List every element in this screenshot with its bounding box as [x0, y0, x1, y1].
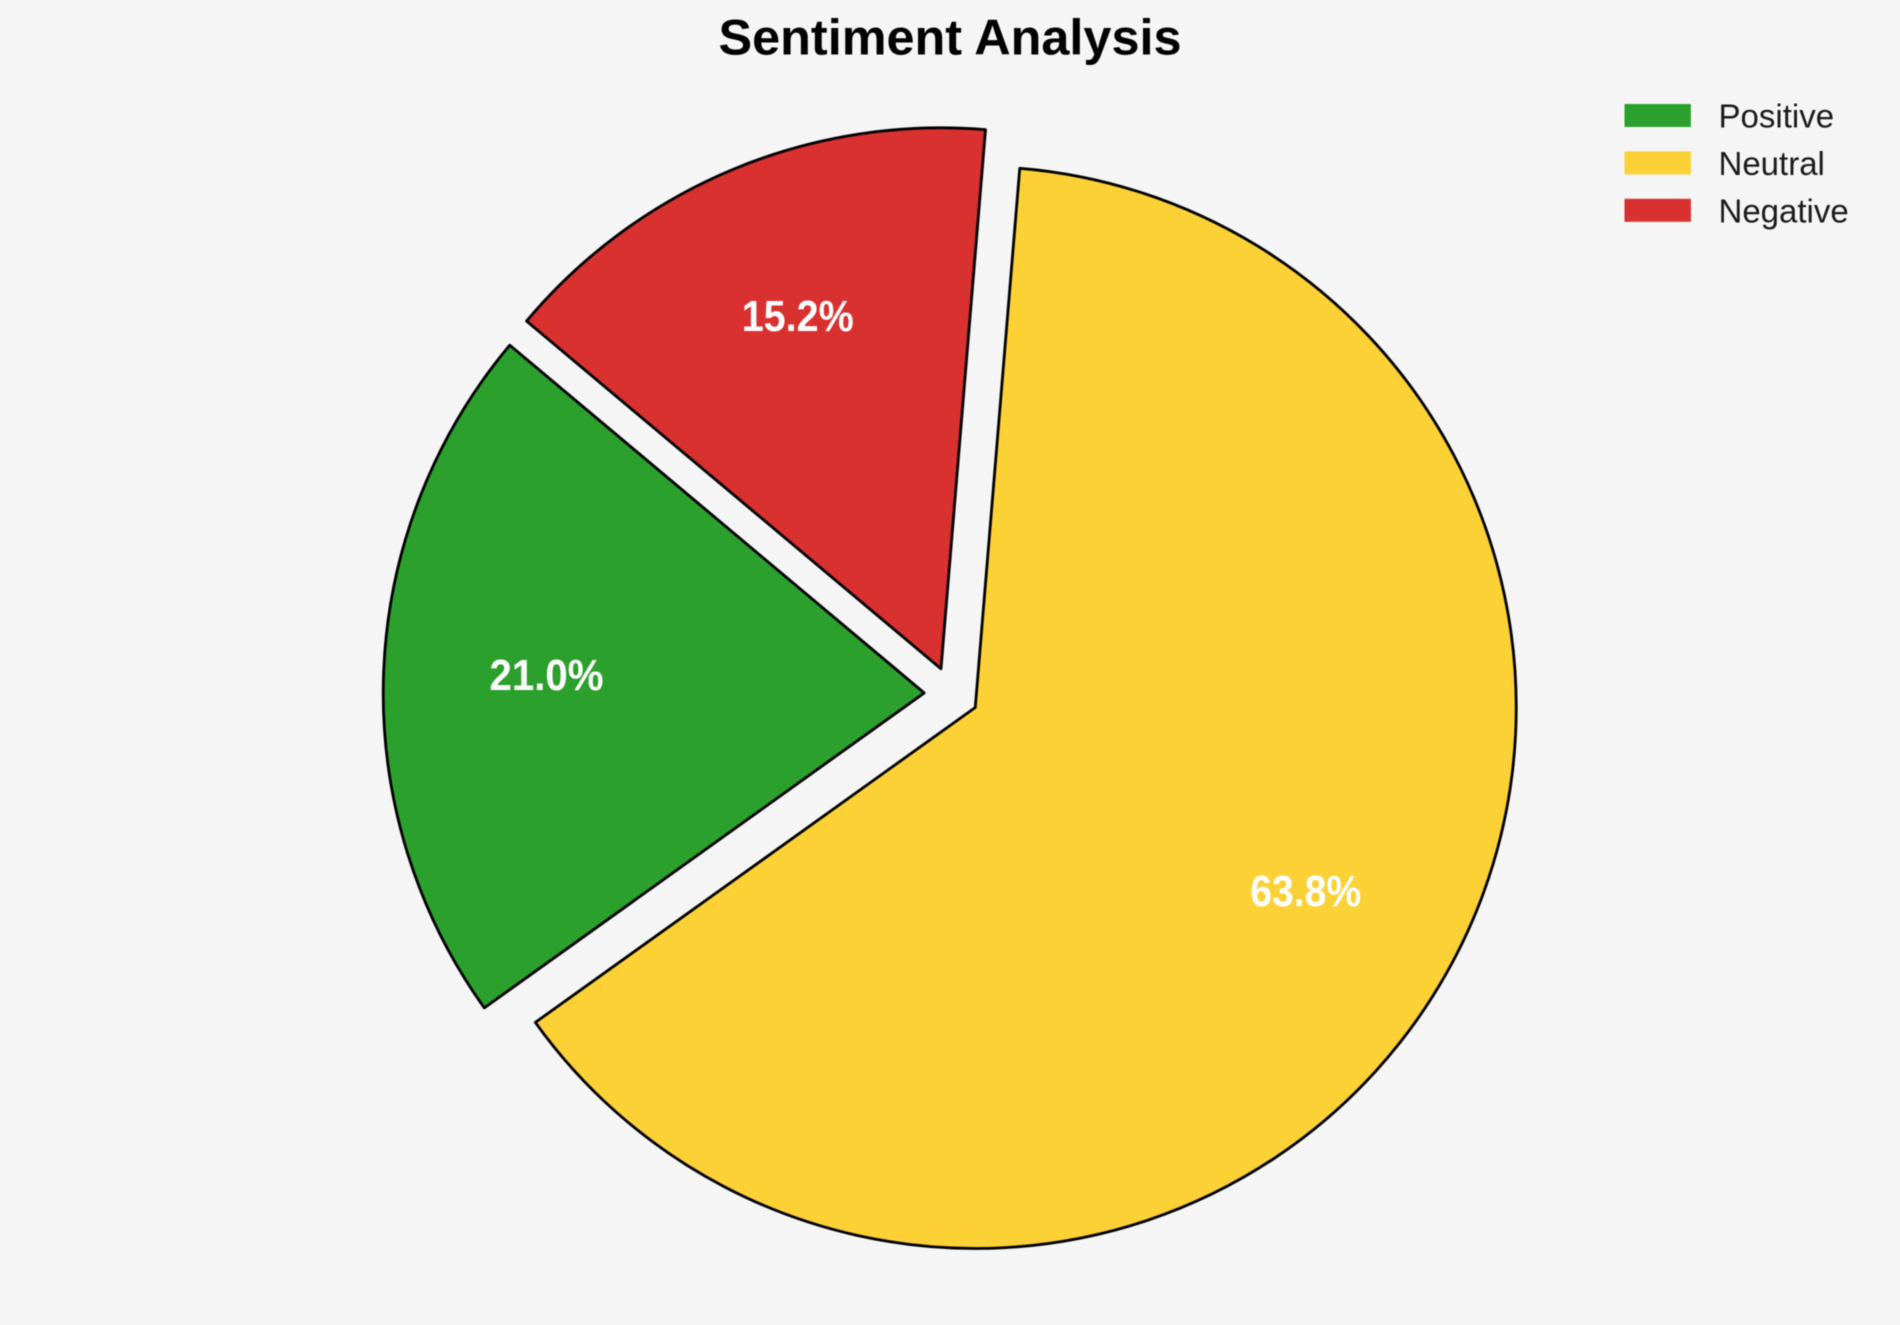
svg-text:21.0%: 21.0% [490, 651, 604, 700]
svg-text:Sentiment Analysis: Sentiment Analysis [719, 8, 1182, 65]
svg-text:63.8%: 63.8% [1250, 867, 1361, 916]
svg-text:Positive: Positive [1719, 98, 1835, 135]
svg-text:Neutral: Neutral [1719, 145, 1825, 182]
svg-text:15.2%: 15.2% [742, 292, 854, 341]
svg-text:Negative: Negative [1719, 192, 1849, 229]
